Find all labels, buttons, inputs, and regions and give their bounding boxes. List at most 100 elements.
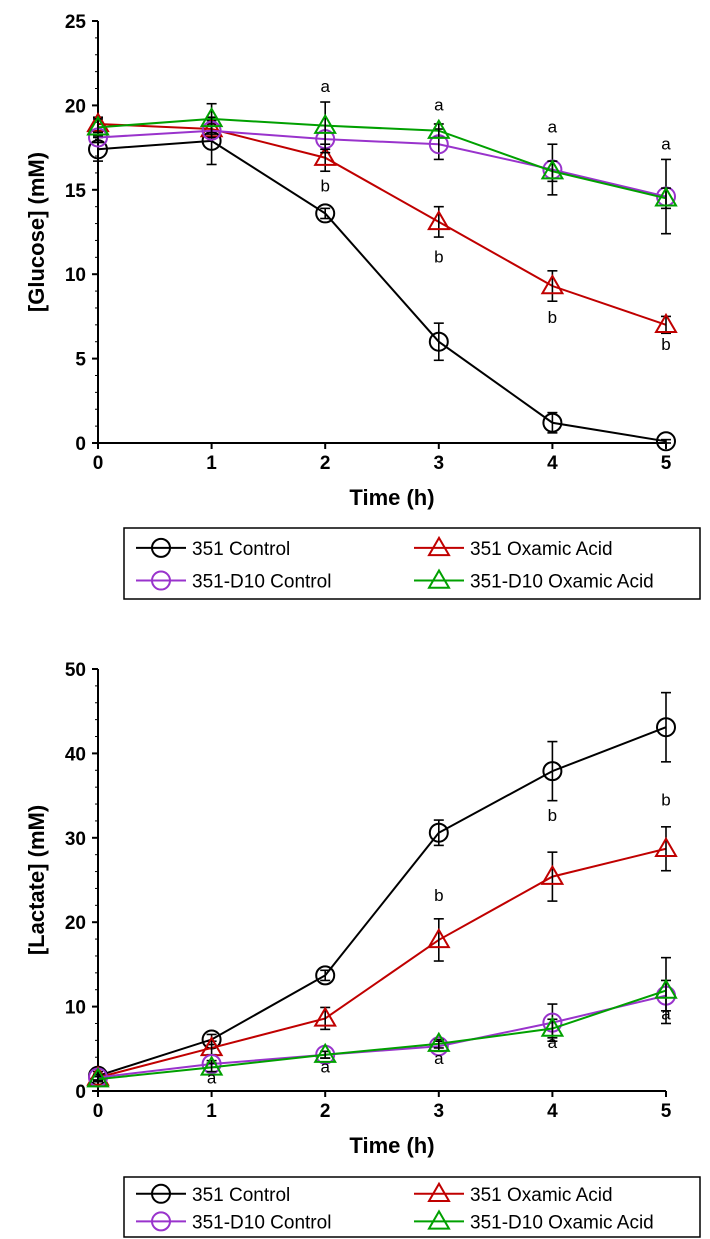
data-point: [540, 1016, 565, 1037]
circle-marker-icon: [151, 1183, 171, 1204]
x-tick-label: 5: [661, 453, 672, 474]
x-axis-title: Time (h): [349, 1133, 434, 1158]
legend-item: 351 Control: [136, 1183, 290, 1206]
x-tick-label: 3: [434, 453, 445, 474]
x-tick-label: 2: [320, 453, 331, 474]
x-tick-label: 0: [93, 453, 104, 474]
x-axis-title: Time (h): [349, 485, 434, 510]
data-point: [540, 274, 565, 295]
y-tick-label: 15: [65, 181, 87, 202]
triangle-marker-icon: [427, 1181, 451, 1202]
y-tick-label: 20: [65, 913, 86, 934]
series-line: [97, 726, 667, 1077]
data-point: [654, 836, 678, 857]
significance-label: a: [661, 1004, 671, 1023]
significance-label: b: [661, 791, 670, 810]
data-point: [540, 864, 565, 885]
x-tick-label: 5: [661, 1101, 672, 1122]
legend-box: [123, 527, 701, 600]
legend-item: 351-D10 Control: [136, 570, 331, 593]
data-point: [428, 822, 449, 843]
x-tick-label: 3: [434, 1101, 445, 1122]
circle-marker-icon: [151, 1211, 171, 1232]
triangle-marker-icon: [427, 1209, 451, 1230]
data-point: [86, 115, 110, 136]
x-tick-label: 1: [206, 453, 217, 474]
x-tick-label: 1: [206, 1101, 217, 1122]
series-line: [97, 129, 667, 198]
legend: 351 Control 351 Oxamic Acid 351-D10 Contro…: [123, 527, 701, 600]
legend-label: 351-D10 Control: [192, 1212, 331, 1233]
significance-label: a: [548, 1033, 558, 1052]
legend-label: 351-D10 Oxamic Acid: [470, 1212, 654, 1233]
series-line: [97, 139, 667, 443]
x-tick-label: 4: [547, 453, 558, 474]
y-tick-label: 30: [65, 829, 86, 850]
significance-label: b: [548, 308, 557, 327]
y-tick-label: 10: [65, 265, 86, 286]
legend-box: [123, 1176, 701, 1238]
y-tick-label: 10: [65, 998, 86, 1019]
data-point: [313, 1042, 337, 1063]
significance-label: b: [434, 247, 443, 266]
y-axis-title: [Lactate] (mM): [24, 805, 49, 955]
series-line: [97, 122, 667, 326]
x-tick-label: 2: [320, 1101, 331, 1122]
data-point: [656, 717, 676, 738]
data-point: [427, 1031, 451, 1052]
chart-panel-2: 0 10 20 30 40 50 0 1 2 3 4 5 Time (h) [Lactate] (mM) a…: [24, 660, 701, 1238]
triangle-marker-icon: [427, 568, 451, 589]
data-point: [427, 209, 451, 231]
data-point: [313, 145, 337, 166]
significance-label: b: [548, 806, 557, 825]
data-point: [542, 412, 563, 433]
series-line: [97, 117, 667, 200]
data-point: [86, 1067, 110, 1088]
data-point: [313, 1006, 337, 1027]
significance-label: a: [661, 134, 671, 153]
legend-item: 351-D10 Oxamic Acid: [414, 568, 654, 593]
significance-label: a: [207, 1068, 217, 1087]
chart-panel-1: 0 5 10 15 20 25 0 1 2 3 4 5 Time (h) [Glucose] (mM) a a…: [24, 12, 701, 600]
y-tick-label: 0: [75, 1082, 86, 1103]
series-351-d10-control: [88, 120, 676, 235]
legend-item: 351 Control: [136, 537, 290, 560]
circle-marker-icon: [151, 537, 171, 558]
data-point: [654, 186, 678, 207]
y-axis-title: [Glucose] (mM): [24, 152, 49, 312]
y-tick-label: 0: [75, 434, 86, 455]
data-point: [315, 965, 336, 986]
data-point: [315, 203, 336, 224]
legend-label: 351-D10 Control: [192, 572, 331, 593]
significance-label: a: [434, 1049, 444, 1068]
legend-item: 351 Oxamic Acid: [414, 535, 613, 560]
legend-label: 351 Oxamic Acid: [470, 539, 613, 560]
series-line: [97, 994, 667, 1079]
x-tick-label: 4: [547, 1101, 558, 1122]
data-point: [199, 106, 224, 128]
data-point: [654, 978, 678, 999]
circle-marker-icon: [151, 570, 171, 591]
legend-label: 351-D10 Oxamic Acid: [470, 572, 654, 593]
legend-item: 351-D10 Oxamic Acid: [414, 1209, 654, 1233]
y-tick-label: 40: [65, 744, 86, 765]
series-351-oxamic-acid: [86, 826, 678, 1086]
legend: 351 Control 351 Oxamic Acid 351-D10 Contro…: [123, 1176, 701, 1238]
significance-label: a: [548, 117, 558, 136]
data-point: [654, 312, 678, 334]
series-351-d10-oxamic-acid: [86, 101, 678, 210]
data-point: [201, 1053, 222, 1074]
y-tick-label: 5: [75, 350, 86, 371]
significance-label: a: [320, 1057, 330, 1076]
significance-label: b: [661, 335, 670, 354]
data-point: [656, 431, 676, 452]
y-tick-label: 25: [65, 12, 87, 33]
data-point: [427, 118, 451, 139]
y-tick-label: 50: [65, 660, 86, 681]
legend-label: 351 Control: [192, 539, 290, 560]
data-point: [313, 113, 337, 134]
data-point: [542, 761, 563, 782]
legend-label: 351 Oxamic Acid: [470, 1185, 613, 1206]
series-351-d10-oxamic-acid: [86, 956, 678, 1088]
